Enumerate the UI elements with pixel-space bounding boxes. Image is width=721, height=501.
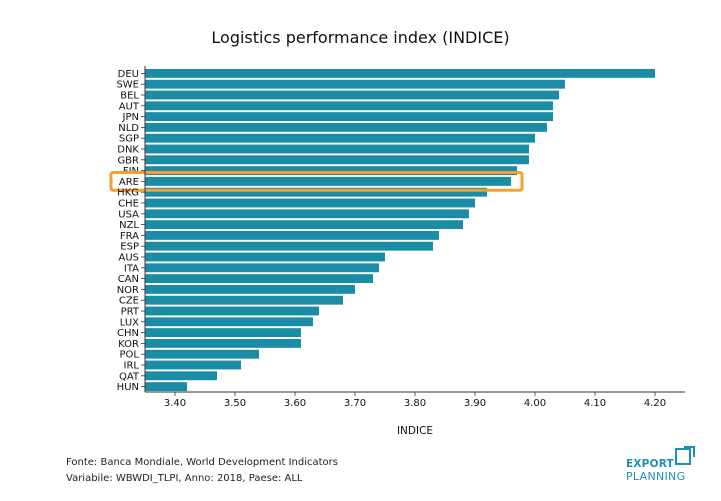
bar-ita	[145, 263, 379, 273]
y-tick-label-lux: LUX	[120, 317, 139, 328]
axes-layer: DEUSWEBELAUTJPNNLDSGPDNKGBRFINAREHKGCHEU…	[109, 66, 685, 409]
y-tick-label-fra: FRA	[120, 231, 139, 242]
x-tick-label: 3.60	[284, 398, 306, 409]
y-tick-label-chn: CHN	[117, 328, 139, 339]
x-axis-title: INDICE	[397, 425, 433, 437]
bar-aut	[145, 101, 553, 111]
source-line-1: Fonte: Banca Mondiale, World Development…	[66, 457, 338, 468]
bar-lux	[145, 317, 313, 327]
bar-aus	[145, 252, 385, 262]
bar-hkg	[145, 187, 487, 197]
y-tick-label-kor: KOR	[118, 339, 139, 350]
source-note: Fonte: Banca Mondiale, World Development…	[66, 455, 338, 487]
y-tick-label-nzl: NZL	[119, 220, 139, 231]
bars-layer	[145, 68, 655, 392]
y-tick-label-ita: ITA	[124, 263, 139, 274]
bar-hun	[145, 382, 187, 392]
y-tick-label-che: CHE	[118, 199, 139, 210]
y-tick-label-usa: USA	[118, 209, 139, 220]
y-tick-label-jpn: JPN	[122, 112, 139, 123]
bar-fin	[145, 166, 517, 176]
y-tick-label-aus: AUS	[118, 253, 139, 264]
chart-title: Logistics performance index (INDICE)	[211, 28, 510, 47]
y-tick-label-swe: SWE	[116, 80, 139, 91]
y-tick-label-cze: CZE	[119, 296, 139, 307]
bar-bel	[145, 90, 559, 100]
bar-jpn	[145, 112, 553, 122]
bar-nzl	[145, 220, 463, 230]
bar-sgp	[145, 133, 535, 143]
x-tick-label: 3.70	[344, 398, 366, 409]
y-tick-label-nor: NOR	[117, 285, 139, 296]
x-tick-label: 3.50	[224, 398, 246, 409]
y-tick-label-pol: POL	[120, 350, 140, 361]
y-tick-label-sgp: SGP	[119, 134, 139, 145]
x-tick-label: 3.80	[404, 398, 426, 409]
export-planning-logo: EXPORT PLANNING	[626, 446, 698, 486]
y-tick-label-gbr: GBR	[117, 155, 139, 166]
bar-are	[145, 176, 511, 186]
bar-nld	[145, 122, 547, 132]
bar-pol	[145, 349, 259, 359]
y-tick-label-hun: HUN	[117, 382, 139, 393]
bar-prt	[145, 306, 319, 316]
y-tick-label-aut: AUT	[119, 101, 140, 112]
y-tick-label-are: ARE	[119, 177, 139, 188]
y-tick-label-hkg: HKG	[117, 188, 139, 199]
bar-can	[145, 274, 373, 284]
y-tick-label-dnk: DNK	[117, 145, 139, 156]
x-tick-label: 4.10	[584, 398, 606, 409]
x-tick-label: 3.40	[164, 398, 186, 409]
bar-irl	[145, 360, 241, 370]
bar-swe	[145, 79, 565, 89]
bar-chn	[145, 328, 301, 338]
bar-deu	[145, 68, 655, 78]
bar-gbr	[145, 155, 529, 165]
y-tick-label-can: CAN	[118, 274, 139, 285]
x-tick-label: 3.90	[464, 398, 486, 409]
y-tick-label-prt: PRT	[121, 307, 140, 318]
bar-usa	[145, 209, 469, 219]
bar-cze	[145, 295, 343, 305]
logo-line-2: PLANNING	[626, 470, 686, 483]
bar-qat	[145, 371, 217, 381]
x-tick-label: 4.20	[644, 398, 666, 409]
y-tick-label-deu: DEU	[118, 69, 139, 80]
x-tick-label: 4.00	[524, 398, 546, 409]
y-tick-label-qat: QAT	[119, 371, 140, 382]
bar-fra	[145, 230, 439, 240]
y-tick-label-nld: NLD	[118, 123, 139, 134]
y-tick-label-esp: ESP	[120, 242, 139, 253]
bar-dnk	[145, 144, 529, 154]
highlight-box-are	[109, 171, 524, 192]
y-tick-label-bel: BEL	[120, 91, 139, 102]
logo-box-icon	[675, 446, 695, 465]
bar-kor	[145, 338, 301, 348]
bar-nor	[145, 284, 355, 294]
logo-line-1: EXPORT	[626, 458, 674, 470]
source-line-2: Variabile: WBWDI_TLPI, Anno: 2018, Paese…	[66, 473, 303, 484]
bar-che	[145, 198, 475, 208]
y-tick-label-irl: IRL	[124, 361, 140, 372]
bar-esp	[145, 241, 433, 251]
